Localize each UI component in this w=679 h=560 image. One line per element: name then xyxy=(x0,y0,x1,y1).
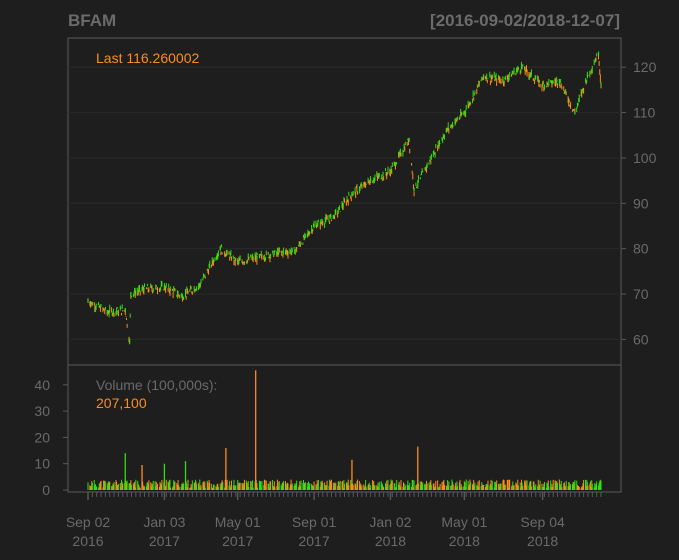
x-tick-label-month: Sep 02 xyxy=(66,514,111,530)
volume-tick-label: 10 xyxy=(34,456,50,472)
x-tick-label-year: 2017 xyxy=(222,533,253,549)
volume-tick-label: 40 xyxy=(34,377,50,393)
price-panel: 120 110 100 90 80 70 60 xyxy=(67,37,657,366)
price-tick-label: 100 xyxy=(633,150,657,166)
last-price-label: Last 116.260002 xyxy=(96,50,199,66)
volume-tick-label: 0 xyxy=(42,482,50,498)
x-tick-label-year: 2016 xyxy=(72,533,103,549)
x-tick-label-month: May 01 xyxy=(441,514,487,530)
x-tick-label-month: Jan 02 xyxy=(369,514,411,530)
x-tick-label-month: Jan 03 xyxy=(143,514,185,530)
volume-tick-label: 20 xyxy=(34,429,50,445)
price-tick-label: 60 xyxy=(633,331,649,347)
x-tick-label-year: 2017 xyxy=(149,533,180,549)
price-tick-label: 90 xyxy=(633,195,649,211)
price-tick-label: 120 xyxy=(633,59,657,75)
price-tick-label: 70 xyxy=(633,286,649,302)
x-tick-label-year: 2018 xyxy=(449,533,480,549)
volume-label: Volume (100,000s): xyxy=(96,377,217,393)
chart-title: BFAM xyxy=(68,11,116,30)
price-tick-label: 110 xyxy=(633,105,656,121)
x-tick-label-month: May 01 xyxy=(215,514,261,530)
x-axis: Sep 02 2016 Jan 03 2017 May 01 2017 Sep 01 2017… xyxy=(66,491,602,549)
price-tick-label: 80 xyxy=(633,241,649,257)
volume-tick-label: 30 xyxy=(34,403,50,419)
x-tick-label-year: 2018 xyxy=(527,533,558,549)
x-tick-label-year: 2018 xyxy=(375,533,406,549)
x-tick-label-month: Sep 01 xyxy=(292,514,337,530)
x-tick-label-year: 2017 xyxy=(298,533,329,549)
x-tick-label-month: Sep 04 xyxy=(520,514,565,530)
volume-last-value: 207,100 xyxy=(96,395,147,411)
date-range-label: [2016-09-02/2018-12-07] xyxy=(430,11,620,30)
